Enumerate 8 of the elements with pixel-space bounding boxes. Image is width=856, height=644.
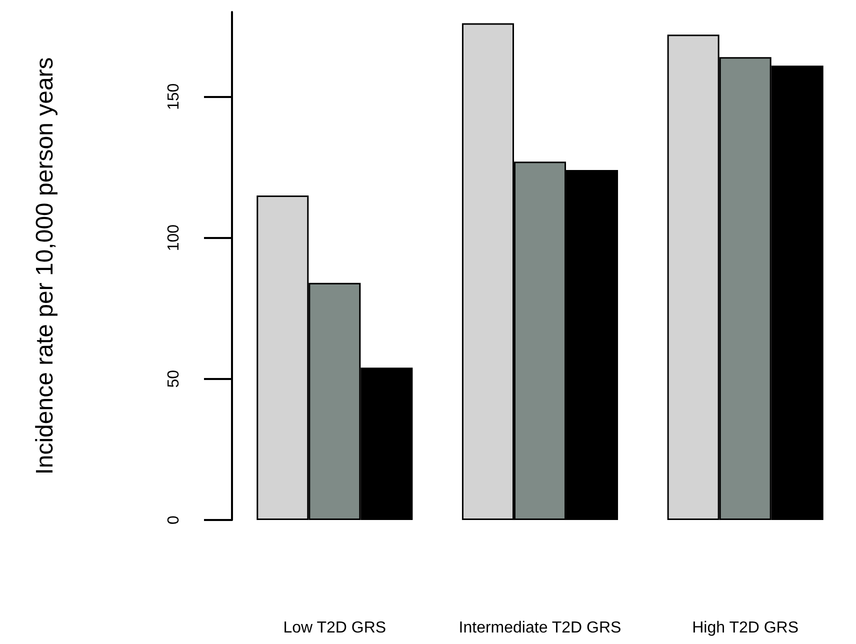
y-tick-label: 0 [166,515,182,524]
y-tick-label: 100 [166,224,182,252]
y-tick-label: 50 [166,370,182,388]
y-tick-label: 150 [166,83,182,110]
x-tick-label: Low T2D GRS [283,620,386,636]
x-tick-label: High T2D GRS [692,620,799,636]
y-axis-title: Incidence rate per 10,000 person years [32,57,58,475]
x-tick-label: Intermediate T2D GRS [458,620,622,636]
